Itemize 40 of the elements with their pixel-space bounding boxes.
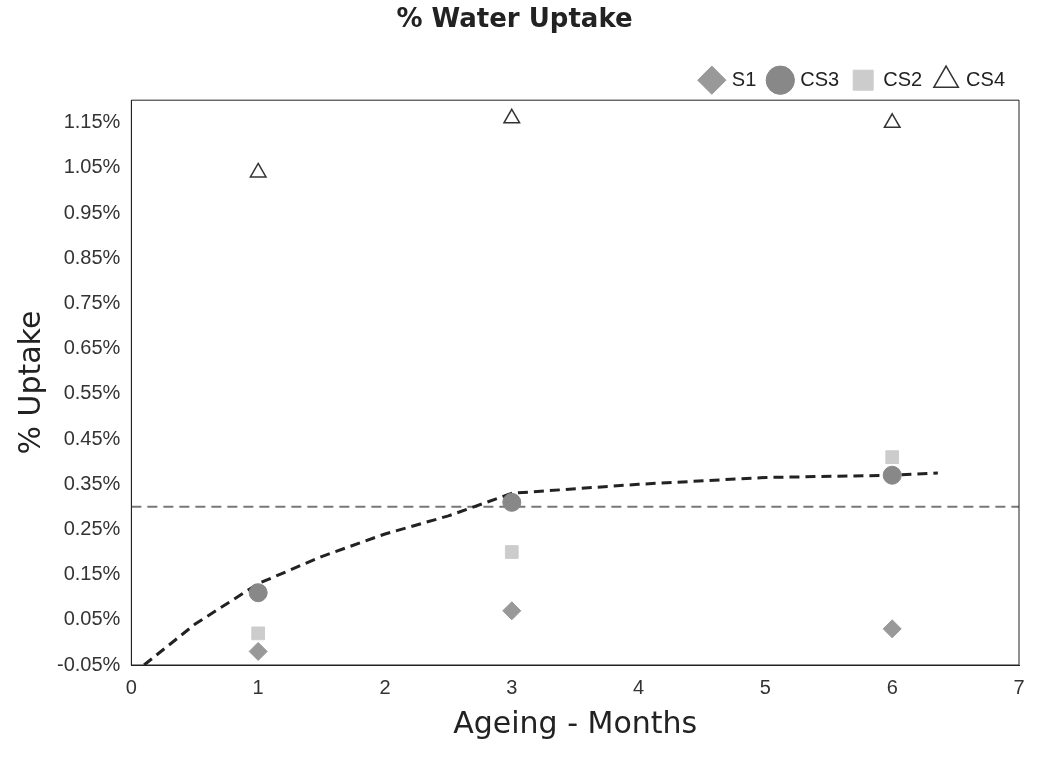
point (503, 108, 521, 124)
x-tick-label: 3 (506, 675, 518, 698)
x-tick-label: 6 (886, 675, 898, 698)
point (249, 162, 267, 178)
x-axis-title: Ageing - Months (453, 704, 698, 740)
point (504, 545, 519, 559)
y-tick-label: 0.65% (63, 336, 121, 359)
y-tick-label: 0.75% (63, 291, 121, 314)
point (502, 492, 522, 512)
point (885, 450, 900, 465)
legend-label: S1 (731, 67, 757, 90)
y-tick-label: 0.45% (63, 426, 121, 449)
y-tick-label: 0.25% (63, 516, 121, 539)
y-axis-title: % Uptake (11, 310, 47, 455)
x-tick-label: 7 (1013, 675, 1025, 698)
legend-label: CS2 (883, 67, 923, 90)
point (882, 619, 902, 639)
x-tick-label: 5 (759, 675, 771, 698)
legend-label: CS4 (966, 67, 1005, 90)
point (882, 465, 902, 485)
y-tick-label: 0.95% (63, 200, 121, 223)
y-tick-label: -0.05% (56, 652, 121, 675)
x-tick-label: 4 (633, 675, 645, 698)
y-tick-label: 1.05% (63, 155, 121, 178)
chart-title: % Water Uptake (396, 3, 633, 34)
point (883, 113, 901, 129)
point (251, 626, 266, 641)
y-tick-label: 1.15% (63, 110, 121, 133)
point (248, 641, 268, 661)
y-tick-label: 0.15% (63, 562, 121, 585)
y-tick-label: 0.55% (63, 381, 121, 404)
legend-label: CS3 (800, 67, 840, 90)
y-tick-label: 0.35% (63, 471, 121, 494)
point (248, 583, 268, 603)
x-tick-label: 0 (125, 675, 137, 698)
y-tick-label: 0.05% (63, 607, 121, 630)
x-tick-label: 1 (252, 675, 264, 698)
x-tick-label: 2 (379, 675, 391, 698)
point (502, 601, 522, 621)
y-tick-label: 0.85% (63, 245, 121, 268)
